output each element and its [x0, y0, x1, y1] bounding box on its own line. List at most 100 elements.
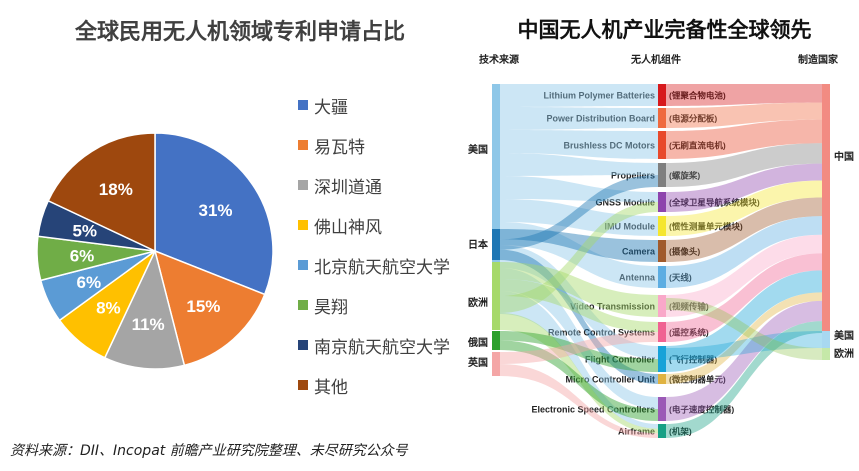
sankey-source-node — [492, 229, 500, 260]
sankey-component-label-en: Flight Controller — [585, 355, 655, 365]
legend-item: 深圳道通 — [298, 170, 450, 200]
source-note: 资料来源：DII、Incopat 前瞻产业研究院整理、未尽研究公众号 — [10, 443, 408, 459]
sankey-country-label: 欧洲 — [834, 347, 854, 360]
sankey-flow — [666, 270, 822, 372]
sankey-flow — [666, 102, 822, 128]
sankey-country-label: 美国 — [834, 329, 854, 342]
sankey-flow — [500, 84, 658, 107]
sankey-country-label: 中国 — [834, 150, 854, 163]
pie-data-label: 18% — [99, 180, 133, 199]
legend-swatch — [298, 380, 308, 390]
sankey-flow — [500, 262, 658, 317]
sankey-flow — [666, 119, 822, 159]
pie-legend: 大疆 易瓦特 深圳道通 佛山神风 北京航天航空大学 昊翔 南京航天航空大学 其他 — [298, 90, 450, 410]
legend-swatch — [298, 220, 308, 230]
pie-data-label: 6% — [77, 273, 102, 292]
pie-data-label: 31% — [198, 201, 232, 220]
sankey-component-node — [658, 266, 666, 288]
sankey-component-label-cn: (微控制器单元) — [669, 375, 726, 385]
sankey-component-label-cn: (惯性测量单元模块) — [669, 222, 743, 232]
legend-swatch — [298, 300, 308, 310]
legend-label: 深圳道通 — [314, 177, 382, 198]
sankey-source-label: 美国 — [468, 143, 488, 156]
legend-item: 北京航天航空大学 — [298, 250, 450, 280]
sankey-component-label-cn: (螺旋桨) — [669, 171, 700, 181]
sankey-chart-title: 中国无人机产业完备性全球领先 — [517, 18, 812, 42]
sankey-component-label-cn: (视频传输) — [669, 302, 709, 312]
sankey-flow — [500, 202, 658, 313]
sankey-component-label-en: Brushless DC Motors — [563, 141, 655, 151]
sankey-component-node — [658, 192, 666, 212]
legend-item: 南京航天航空大学 — [298, 330, 450, 360]
sankey-component-label-cn: (电子速度控制器) — [669, 405, 734, 415]
legend-label: 佛山神风 — [314, 217, 382, 238]
sankey-component-node — [658, 374, 666, 384]
sankey-source-label: 俄国 — [467, 336, 488, 349]
sankey-column-header: 制造国家 — [798, 53, 839, 66]
pie-chart-title: 全球民用无人机领域专利申请占比 — [74, 20, 405, 45]
pie-data-label: 6% — [70, 247, 95, 266]
pie-slice — [154, 132, 274, 296]
sankey-component-node — [658, 108, 666, 128]
sankey-flow — [500, 176, 658, 202]
sankey-source-node — [492, 262, 500, 330]
sankey-component-label-cn: (摄像头) — [669, 247, 700, 257]
sankey-source-node — [492, 352, 500, 376]
legend-label: 北京航天航空大学 — [314, 257, 450, 278]
sankey-flow — [666, 216, 822, 288]
sankey-component-node — [658, 397, 666, 421]
sankey-flow — [666, 84, 822, 106]
legend-swatch — [298, 340, 308, 350]
sankey-flow — [666, 298, 822, 360]
sankey-flow — [500, 175, 658, 250]
sankey-flow — [500, 107, 658, 130]
sankey-component-node — [658, 346, 666, 372]
sankey-component-label-cn: (锂聚合物电池) — [669, 91, 726, 101]
sankey-component-node — [658, 84, 666, 106]
sankey-component-label-en: Electronic Speed Controllers — [531, 405, 655, 415]
legend-label: 南京航天航空大学 — [314, 337, 450, 358]
sankey-component-label-en: Lithium Polymer Batteries — [543, 91, 655, 101]
sankey-flow — [500, 249, 658, 384]
sankey-component-label-en: Antenna — [619, 273, 656, 283]
sankey-component-label-en: Camera — [622, 247, 656, 257]
sankey-component-node — [658, 424, 666, 438]
sankey-flow — [666, 143, 822, 187]
sankey-component-label-en: Remote Control Systems — [548, 328, 655, 338]
sankey-component-node — [658, 216, 666, 236]
sankey-source-label: 日本 — [468, 238, 489, 251]
sankey-flow — [666, 163, 822, 212]
sankey-flow — [666, 292, 822, 384]
legend-swatch — [298, 260, 308, 270]
legend-item: 其他 — [298, 370, 450, 400]
pie-slice — [47, 132, 156, 253]
sankey-flow — [666, 331, 822, 360]
sankey-source-label: 欧洲 — [468, 296, 488, 309]
pie-slice — [153, 249, 266, 367]
sankey-component-label-cn: (电源分配板) — [669, 114, 717, 124]
sankey-flow — [500, 340, 658, 421]
sankey-component-node — [658, 295, 666, 317]
pie-data-label: 11% — [132, 315, 165, 334]
sankey-component-label-cn: (天线) — [669, 273, 692, 283]
sankey-flow — [666, 234, 822, 317]
sankey-column-header: 无人机组件 — [630, 53, 681, 66]
sankey-source-node — [492, 331, 500, 350]
sankey-component-label-en: IMU Module — [605, 222, 656, 232]
sankey-component-label-cn: (遥控系统) — [669, 328, 709, 338]
sankey-component-label-en: Propellers — [611, 171, 655, 181]
sankey-component-label-cn: (全球卫星导航系统模块) — [669, 198, 760, 208]
legend-swatch — [298, 180, 308, 190]
sankey-flow — [666, 253, 822, 342]
legend-label: 大疆 — [314, 97, 348, 118]
sankey-country-node — [822, 348, 830, 360]
sankey-flow — [666, 300, 822, 421]
sankey-component-label-en: Power Distribution Board — [546, 114, 655, 124]
sankey-component-label-en: GNSS Module — [595, 198, 655, 208]
sankey-component-node — [658, 322, 666, 342]
sankey-component-label-en: Micro Controller Unit — [566, 375, 656, 385]
sankey-component-node — [658, 240, 666, 262]
pie-data-label: 15% — [186, 297, 220, 316]
sankey-flow — [500, 153, 658, 176]
